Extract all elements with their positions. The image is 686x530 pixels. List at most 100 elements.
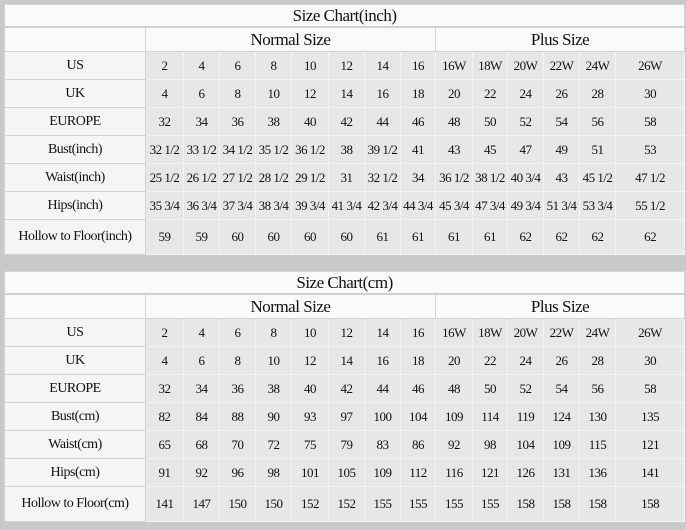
table-row: US 2 4 6 8 10 12 14 16 16W 18W 20W 22W 24W 26W (4, 51, 686, 80)
table-cell: 36 1/2 (291, 135, 329, 164)
table-cell: 6 (183, 346, 220, 375)
table-row: Hips(cm) 91 92 96 98 101 105 109 112 116 121 126 131… (4, 458, 686, 487)
chart-title: Size Chart(cm) (3, 271, 686, 295)
table-cell: 20 (435, 79, 473, 108)
table-cell: 52 (507, 374, 544, 403)
normal-size-header: Normal Size (145, 26, 436, 52)
table-cell: 90 (255, 402, 292, 431)
table-cell: 36 (219, 374, 256, 403)
table-cell: 62 (543, 219, 580, 255)
chart-title: Size Chart(inch) (3, 4, 686, 28)
table-cell: 45 1/2 (579, 163, 616, 192)
table-cell: 8 (219, 79, 256, 108)
table-cell: 26 (543, 79, 580, 108)
table-cell: 56 (579, 107, 616, 136)
table-cell: 8 (219, 346, 256, 375)
table-cell: 16 (400, 51, 436, 80)
table-cell: 150 (219, 486, 256, 522)
table-row: Hips(inch) 35 3/4 36 3/4 37 3/4 38 3/4 39 3/4… (4, 191, 686, 220)
table-cell: 93 (291, 402, 329, 431)
table-row: Waist(cm) 65 68 70 72 75 79 83 86 92 98 104 109 115 12… (4, 430, 686, 459)
table-cell: 16W (435, 51, 473, 80)
table-cell: 27 1/2 (219, 163, 256, 192)
table-cell: 31 (328, 163, 365, 192)
table-cell: 44 3/4 (400, 191, 436, 220)
table-cell: 50 (472, 374, 508, 403)
row-label: EUROPE (4, 374, 146, 403)
table-cell: 124 (543, 402, 580, 431)
table-cell: 158 (507, 486, 544, 522)
row-label: Hips(inch) (4, 191, 146, 220)
table-cell: 43 (435, 135, 473, 164)
table-cell: 14 (364, 51, 401, 80)
table-cell: 34 (400, 163, 436, 192)
table-cell: 20W (507, 51, 544, 80)
table-cell: 92 (183, 458, 220, 487)
table-cell: 22 (472, 79, 508, 108)
table-cell: 84 (183, 402, 220, 431)
table-cell: 54 (543, 374, 580, 403)
table-row: EUROPE 32 34 36 38 40 42 44 46 48 50 52 54 56 58 (4, 374, 686, 403)
table-cell: 6 (219, 318, 256, 347)
title-row: Size Chart(cm) (3, 271, 686, 295)
table-cell: 14 (328, 346, 365, 375)
table-cell: 40 3/4 (507, 163, 544, 192)
table-cell: 45 (472, 135, 508, 164)
table-cell: 35 1/2 (255, 135, 292, 164)
table-cell: 12 (291, 346, 329, 375)
table-cell: 12 (291, 79, 329, 108)
table-cell: 24W (579, 51, 616, 80)
table-cell: 47 1/2 (614, 163, 686, 192)
table-cell: 112 (400, 458, 436, 487)
table-cell: 18 (400, 346, 436, 375)
table-cell: 155 (400, 486, 436, 522)
table-cell: 105 (328, 458, 365, 487)
table-cell: 38 (328, 135, 365, 164)
table-cell: 26W (614, 318, 686, 347)
table-cell: 96 (219, 458, 256, 487)
table-cell: 35 3/4 (145, 191, 184, 220)
table-cell: 115 (579, 430, 616, 459)
table-cell: 68 (183, 430, 220, 459)
group-header-row: Normal Size Plus Size (4, 26, 686, 52)
table-cell: 16 (364, 346, 401, 375)
table-cell: 16 (400, 318, 436, 347)
table-cell: 56 (579, 374, 616, 403)
row-label: US (4, 51, 146, 80)
table-row: Hollow to Floor(cm) 141 147 150 150 152 152 155… (4, 486, 686, 522)
table-cell: 6 (183, 79, 220, 108)
table-cell: 155 (364, 486, 401, 522)
table-row: Bust(inch) 32 1/2 33 1/2 34 1/2 35 1/2 36 1/2… (4, 135, 686, 164)
table-cell: 53 (614, 135, 686, 164)
table-cell: 38 (255, 107, 292, 136)
table-cell: 2 (145, 318, 184, 347)
table-cell: 4 (145, 79, 184, 108)
table-cell: 38 (255, 374, 292, 403)
table-cell: 98 (255, 458, 292, 487)
table-cell: 37 3/4 (219, 191, 256, 220)
table-cell: 60 (291, 219, 329, 255)
table-cell: 109 (435, 402, 473, 431)
table-cell: 25 1/2 (145, 163, 184, 192)
table-cell: 10 (255, 346, 292, 375)
table-cell: 79 (328, 430, 365, 459)
table-cell: 59 (145, 219, 184, 255)
table-cell: 135 (614, 402, 686, 431)
table-cell: 62 (507, 219, 544, 255)
table-cell: 34 (183, 374, 220, 403)
empty-corner (4, 293, 146, 319)
table-cell: 20 (435, 346, 473, 375)
table-cell: 152 (328, 486, 365, 522)
table-cell: 61 (400, 219, 436, 255)
table-cell: 92 (435, 430, 473, 459)
table-row: US 2 4 6 8 10 12 14 16 16W 18W 20W 22W 24W 26W (4, 318, 686, 347)
table-cell: 131 (543, 458, 580, 487)
table-cell: 40 (291, 374, 329, 403)
table-cell: 141 (614, 458, 686, 487)
table-cell: 20W (507, 318, 544, 347)
table-cell: 61 (435, 219, 473, 255)
table-cell: 18W (472, 51, 508, 80)
table-cell: 82 (145, 402, 184, 431)
table-cell: 22W (543, 51, 580, 80)
table-row: Hollow to Floor(inch) 59 59 60 60 60 60 61 61 61 6… (4, 219, 686, 255)
